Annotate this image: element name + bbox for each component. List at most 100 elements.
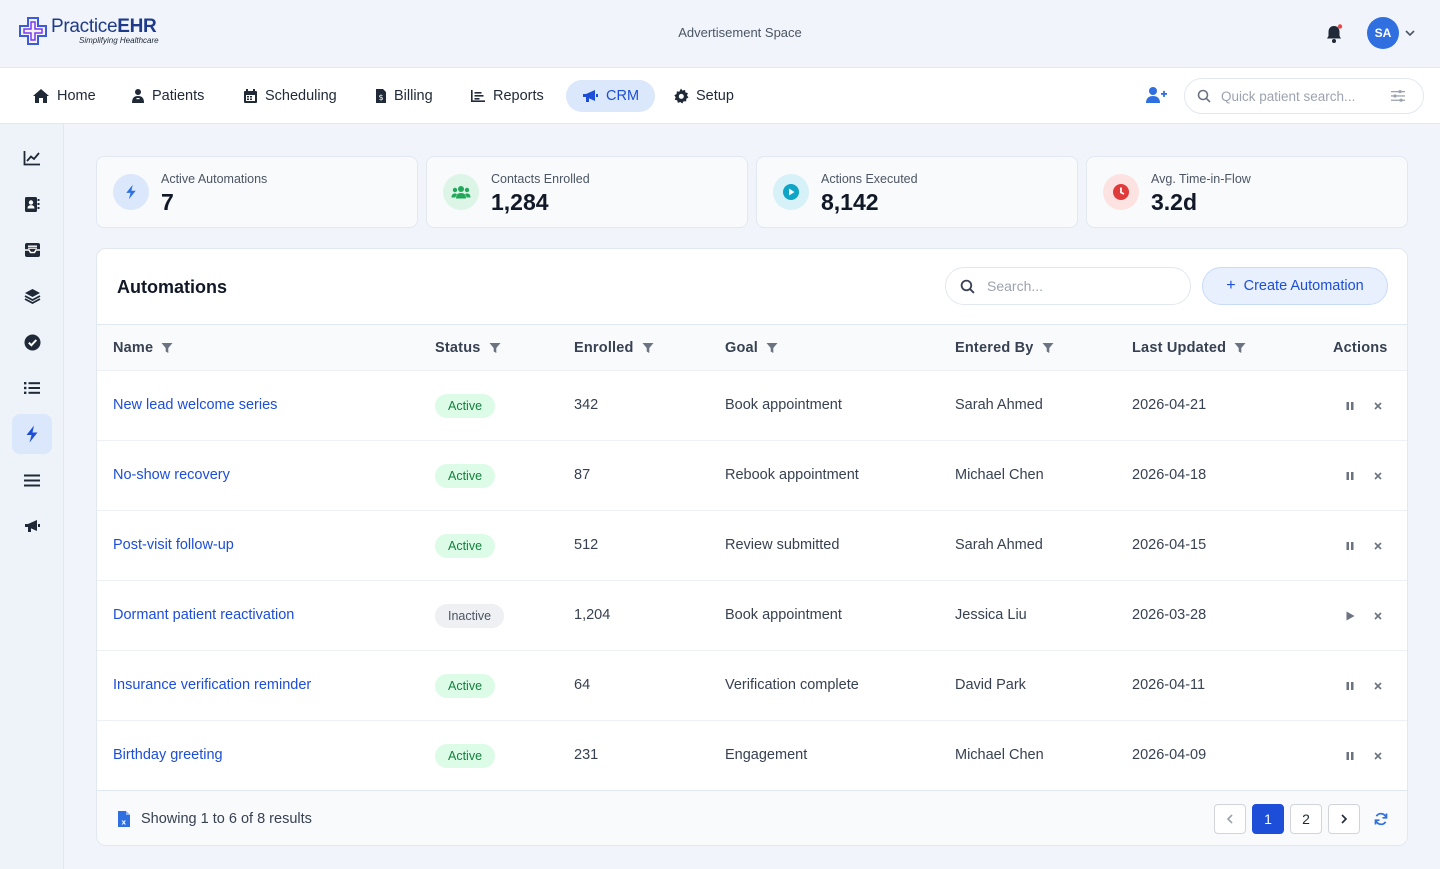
search-icon xyxy=(960,279,975,294)
sidebar-item-analytics[interactable] xyxy=(12,138,52,178)
entered-by: Michael Chen xyxy=(955,747,1044,763)
column-header-status[interactable]: Status xyxy=(435,340,501,356)
pagination-page-1[interactable]: 1 xyxy=(1252,804,1284,834)
sidebar-item-automations[interactable] xyxy=(12,414,52,454)
kpi-avg-time-in-flow: Avg. Time-in-Flow 3.2d xyxy=(1086,156,1408,228)
status-badge: Active xyxy=(435,464,496,488)
pause-icon[interactable] xyxy=(1343,679,1357,693)
user-avatar[interactable]: SA xyxy=(1367,17,1399,49)
close-icon[interactable] xyxy=(1371,469,1385,483)
menu-icon xyxy=(24,474,40,486)
last-updated: 2026-04-09 xyxy=(1132,747,1207,763)
kpi-label: Contacts Enrolled xyxy=(491,172,590,186)
chart-line-icon xyxy=(23,151,40,166)
pause-icon[interactable] xyxy=(1343,399,1357,413)
quick-patient-search[interactable] xyxy=(1184,78,1424,114)
column-header-entered-by[interactable]: Entered By xyxy=(955,340,1054,356)
kpi-value: 1,284 xyxy=(491,189,549,215)
excel-export-icon[interactable]: x xyxy=(117,810,131,828)
automation-name-link[interactable]: No-show recovery xyxy=(113,467,230,483)
filter-icon[interactable] xyxy=(1042,342,1054,354)
nav-item-scheduling[interactable]: Scheduling xyxy=(233,80,347,112)
sidebar-item-menu[interactable] xyxy=(12,460,52,500)
nav-item-billing[interactable]: $ Billing xyxy=(365,80,443,112)
close-icon[interactable] xyxy=(1371,399,1385,413)
column-header-enrolled[interactable]: Enrolled xyxy=(574,340,654,356)
nav-label: Billing xyxy=(394,88,433,104)
column-header-name[interactable]: Name xyxy=(113,340,173,356)
entered-by: David Park xyxy=(955,677,1026,693)
close-icon[interactable] xyxy=(1371,539,1385,553)
entered-by: Sarah Ahmed xyxy=(955,537,1043,553)
practice-ehr-logo[interactable]: PracticeEHR Simplifying Healthcare xyxy=(18,16,159,46)
kpi-label: Avg. Time-in-Flow xyxy=(1151,172,1251,186)
sidebar-item-lists[interactable] xyxy=(12,368,52,408)
nav-item-reports[interactable]: Reports xyxy=(460,80,554,112)
chevron-right-icon xyxy=(1341,814,1348,824)
close-icon[interactable] xyxy=(1371,679,1385,693)
create-automation-button[interactable]: + Create Automation xyxy=(1202,267,1388,305)
sidebar-item-campaigns[interactable] xyxy=(12,506,52,546)
sidebar-item-tasks[interactable] xyxy=(12,322,52,362)
automation-name-link[interactable]: Birthday greeting xyxy=(113,747,223,763)
last-updated: 2026-03-28 xyxy=(1132,607,1207,623)
last-updated: 2026-04-11 xyxy=(1132,677,1206,693)
column-header-goal[interactable]: Goal xyxy=(725,340,778,356)
filter-sliders-icon[interactable] xyxy=(1391,90,1405,102)
kpi-label: Actions Executed xyxy=(821,172,918,186)
check-circle-icon xyxy=(24,334,40,350)
filter-icon[interactable] xyxy=(489,342,501,354)
close-icon[interactable] xyxy=(1371,609,1385,623)
pause-icon[interactable] xyxy=(1343,469,1357,483)
table-row: No-show recovery Active 87 Rebook appoin… xyxy=(97,440,1407,510)
nav-item-patients[interactable]: Patients xyxy=(121,80,214,112)
sidebar-item-contacts[interactable] xyxy=(12,184,52,224)
svg-text:x: x xyxy=(122,819,127,827)
panel-title: Automations xyxy=(117,277,227,297)
enrolled-count: 512 xyxy=(574,537,599,553)
status-badge: Inactive xyxy=(435,604,505,628)
nav-item-home[interactable]: Home xyxy=(22,80,106,112)
table-row: New lead welcome series Active 342 Book … xyxy=(97,370,1407,440)
users-icon xyxy=(443,174,479,210)
automation-name-link[interactable]: New lead welcome series xyxy=(113,397,278,413)
nav-item-setup[interactable]: Setup xyxy=(663,80,744,112)
enrolled-count: 231 xyxy=(574,747,599,763)
nav-label: Setup xyxy=(696,88,734,104)
automation-name-link[interactable]: Post-visit follow-up xyxy=(113,537,234,553)
results-summary: Showing 1 to 6 of 8 results xyxy=(141,811,312,827)
pause-icon[interactable] xyxy=(1343,749,1357,763)
filter-icon[interactable] xyxy=(1234,342,1246,354)
automation-name-link[interactable]: Insurance verification reminder xyxy=(113,677,312,693)
filter-icon[interactable] xyxy=(161,342,173,354)
last-updated: 2026-04-21 xyxy=(1132,397,1207,413)
filter-icon[interactable] xyxy=(766,342,778,354)
entered-by: Michael Chen xyxy=(955,467,1044,483)
sidebar-item-layers[interactable] xyxy=(12,276,52,316)
filter-icon[interactable] xyxy=(642,342,654,354)
chevron-down-icon[interactable] xyxy=(1404,28,1416,38)
pagination-next[interactable] xyxy=(1328,804,1360,834)
notifications-bell-icon[interactable] xyxy=(1324,23,1344,45)
automations-search-input[interactable] xyxy=(987,278,1167,294)
column-header-last-updated[interactable]: Last Updated xyxy=(1132,340,1246,356)
pause-icon[interactable] xyxy=(1343,539,1357,553)
sidebar-item-inbox[interactable] xyxy=(12,230,52,270)
plus-icon: + xyxy=(1226,277,1236,294)
pagination-prev[interactable] xyxy=(1214,804,1246,834)
nav-item-crm[interactable]: CRM xyxy=(566,80,656,112)
add-patient-icon[interactable] xyxy=(1145,86,1167,104)
goal: Book appointment xyxy=(725,397,842,413)
table-row: Birthday greeting Active 231 Engagement … xyxy=(97,720,1407,790)
automation-name-link[interactable]: Dormant patient reactivation xyxy=(113,607,295,623)
automations-search[interactable] xyxy=(945,267,1191,305)
table-row: Dormant patient reactivation Inactive 1,… xyxy=(97,580,1407,650)
pagination-page-2[interactable]: 2 xyxy=(1290,804,1322,834)
play-icon[interactable] xyxy=(1343,609,1357,623)
table-footer: x Showing 1 to 6 of 8 results 1 2 xyxy=(97,790,1407,845)
quick-search-input[interactable] xyxy=(1221,88,1391,104)
refresh-icon[interactable] xyxy=(1374,812,1388,826)
status-badge: Active xyxy=(435,534,496,558)
advertisement-space: Advertisement Space xyxy=(678,25,802,40)
close-icon[interactable] xyxy=(1371,749,1385,763)
